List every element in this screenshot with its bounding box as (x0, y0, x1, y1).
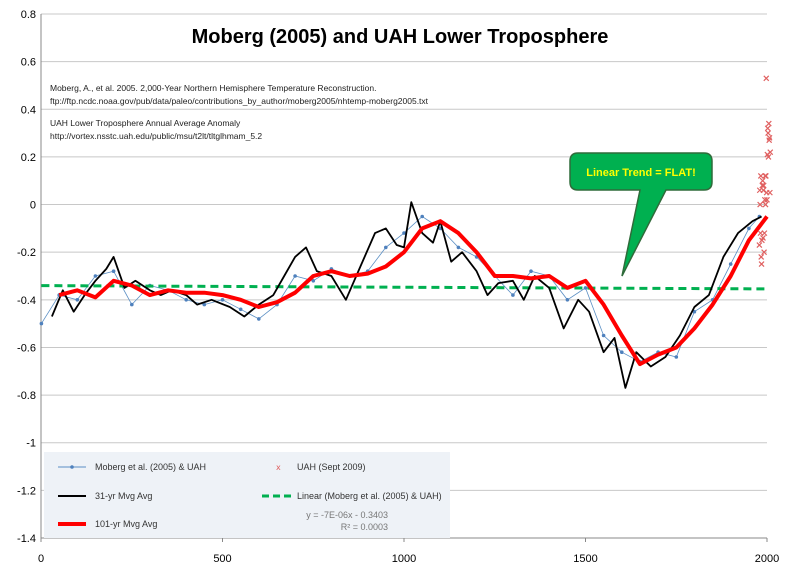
legend-marker-uah: x (276, 463, 281, 472)
y-tick-label-3: 0.2 (21, 152, 36, 164)
legend-label-31yr: 31-yr Mvg Avg (95, 491, 152, 501)
point-moberg-uah-31 (601, 333, 606, 338)
point-moberg-uah-32 (620, 350, 624, 355)
trend-callout: Linear Trend = FLAT! (569, 152, 713, 277)
legend-label-linear: Linear (Moberg et al. (2005) & UAH) (297, 491, 442, 501)
point-moberg-uah-35 (674, 355, 679, 359)
x-tick-label-3: 1500 (573, 553, 597, 565)
legend-box (44, 452, 450, 538)
point-uah-15 (761, 196, 768, 203)
y-tick-label-4: 0 (30, 200, 36, 212)
point-uah-14 (761, 230, 768, 237)
point-moberg-uah-2 (75, 298, 80, 302)
x-tick-label-1: 500 (213, 553, 231, 565)
plot-area (39, 75, 774, 389)
legend-item-101yr: 101-yr Mvg Avg (58, 519, 157, 529)
legend-label-raw: Moberg et al. (2005) & UAH (95, 462, 206, 472)
y-tick-label-1: 0.6 (21, 57, 36, 69)
point-moberg-uah-39 (747, 226, 751, 231)
y-tick-label-9: -1 (26, 438, 36, 450)
point-uah-6 (758, 261, 765, 268)
source-note-2: ftp://ftp.ncdc.noaa.gov/pub/data/paleo/c… (50, 96, 429, 106)
source-note-1: Moberg, A., et al. 2005. 2,000-Year Nort… (50, 83, 377, 93)
point-uah-21 (764, 196, 770, 203)
point-uah-0 (756, 242, 763, 248)
point-uah-23 (764, 125, 771, 132)
legend-label-uah: UAH (Sept 2009) (297, 462, 366, 472)
trend-equation: y = -7E-06x - 0.3403 (306, 510, 388, 520)
point-uah-19 (763, 75, 770, 82)
point-moberg-uah-21 (420, 214, 425, 219)
legend-item-31yr: 31-yr Mvg Avg (58, 491, 152, 501)
point-moberg-uah-38 (728, 262, 733, 266)
source-note-3: UAH Lower Troposphere Annual Average Ano… (50, 118, 241, 128)
x-tick-label-4: 2000 (755, 553, 779, 565)
point-moberg-uah-15 (311, 279, 316, 283)
callout-text: Linear Trend = FLAT! (586, 167, 696, 179)
x-tick-label-2: 1000 (392, 553, 416, 565)
y-tick-label-7: -0.6 (17, 342, 36, 354)
point-moberg-uah-0 (39, 321, 44, 326)
point-moberg-uah-4 (111, 269, 116, 274)
legend-label-101yr: 101-yr Mvg Avg (95, 519, 157, 529)
point-uah-28 (766, 134, 773, 141)
point-moberg-uah-19 (384, 245, 388, 250)
point-uah-4 (757, 173, 764, 179)
point-moberg-uah-10 (220, 298, 225, 302)
y-tick-label-11: -1.4 (17, 533, 36, 545)
point-moberg-uah-27 (529, 269, 533, 274)
point-moberg-uah-30 (583, 286, 588, 290)
point-uah-30 (767, 149, 774, 156)
point-moberg-uah-5 (130, 302, 134, 307)
source-notes: Moberg, A., et al. 2005. 2,000-Year Nort… (50, 83, 429, 141)
trend-r-squared: R² = 0.0003 (341, 522, 388, 532)
point-uah-17 (762, 201, 769, 208)
point-moberg-uah-23 (456, 245, 461, 250)
y-tick-label-0: 0.8 (21, 9, 36, 21)
legend-item-uah: x UAH (Sept 2009) (276, 462, 366, 472)
point-uah-10 (760, 234, 766, 241)
point-uah-11 (760, 187, 767, 194)
legend: Moberg et al. (2005) & UAH x UAH (Sept 2… (44, 452, 450, 538)
point-uah-24 (765, 130, 772, 137)
source-note-4: http://vortex.nsstc.uah.edu/public/msu/t… (50, 131, 262, 141)
point-uah-26 (765, 120, 772, 127)
legend-item-linear: Linear (Moberg et al. (2005) & UAH) (262, 491, 442, 501)
point-uah-8 (759, 182, 766, 189)
x-tick-label-0: 0 (38, 553, 44, 565)
point-moberg-uah-29 (565, 298, 570, 302)
y-tick-label-8: -0.8 (17, 390, 36, 402)
point-moberg-uah-14 (293, 274, 297, 278)
point-moberg-uah-20 (402, 231, 406, 235)
point-moberg-uah-36 (692, 309, 697, 314)
point-uah-13 (761, 249, 768, 256)
y-tick-label-5: -0.2 (17, 247, 36, 259)
point-uah-12 (760, 182, 767, 189)
point-moberg-uah-11 (238, 307, 243, 312)
legend-item-raw: Moberg et al. (2005) & UAH (58, 462, 206, 472)
chart-title: Moberg (2005) and UAH Lower Troposphere (192, 26, 609, 48)
point-moberg-uah-3 (93, 274, 98, 278)
legend-marker-raw (70, 465, 74, 469)
point-moberg-uah-8 (184, 298, 188, 302)
point-uah-18 (762, 173, 769, 179)
point-uah-29 (766, 189, 773, 196)
series-line-101yr-avg (58, 215, 769, 367)
point-moberg-uah-26 (511, 293, 515, 297)
series-line-linear-trend (41, 284, 768, 291)
y-tick-label-6: -0.4 (17, 295, 36, 307)
point-moberg-uah-12 (257, 317, 261, 321)
point-moberg-uah-9 (202, 302, 207, 307)
y-tick-label-2: 0.4 (21, 104, 36, 116)
point-uah-25 (765, 153, 772, 160)
callout-bubble (569, 152, 713, 277)
point-uah-5 (758, 254, 765, 260)
point-uah-2 (757, 201, 764, 208)
y-tick-label-10: -1.2 (17, 485, 36, 497)
point-uah-9 (759, 177, 766, 184)
